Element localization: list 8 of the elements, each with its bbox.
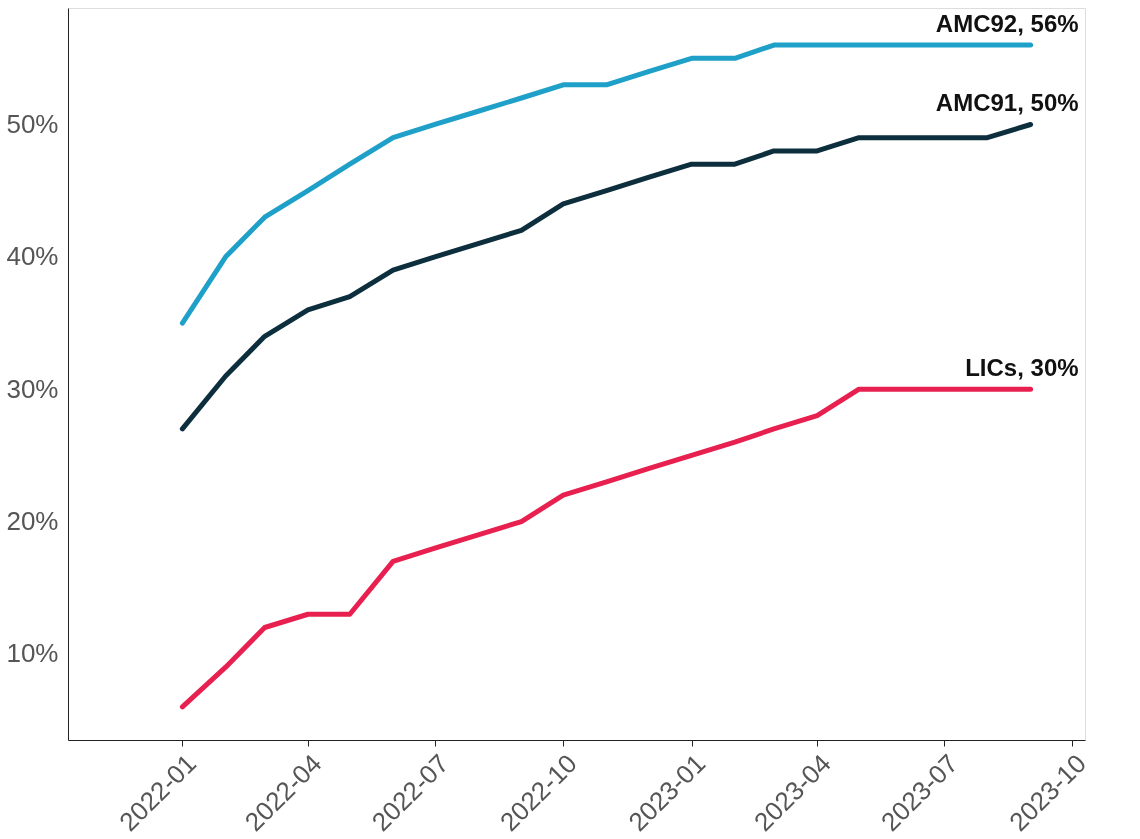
- y-tick-label: 30%: [6, 373, 59, 404]
- y-tick-label: 20%: [6, 506, 59, 537]
- y-tick-label: 10%: [6, 638, 59, 669]
- annotation: AMC91, 50%: [935, 89, 1079, 117]
- y-tick-label: 50%: [6, 108, 59, 139]
- annotation: AMC92, 56%: [935, 10, 1079, 38]
- y-tick-label: 40%: [6, 241, 59, 272]
- annotation: LICs, 30%: [965, 354, 1079, 382]
